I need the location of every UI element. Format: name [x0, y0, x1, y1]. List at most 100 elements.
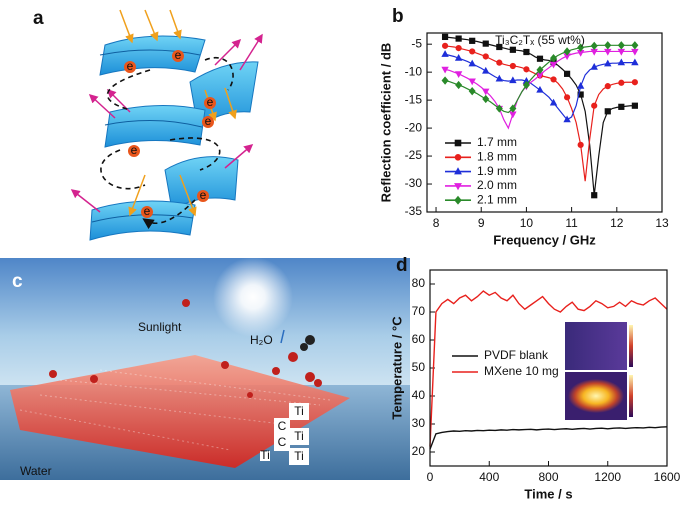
- marker: [509, 104, 517, 113]
- marker: [454, 71, 463, 78]
- atom-label: C: [278, 419, 287, 433]
- lattice: [10, 355, 350, 468]
- marker: [455, 35, 462, 42]
- marker: [454, 167, 462, 175]
- marker: [469, 37, 476, 44]
- x-tick-label: 10: [520, 216, 534, 230]
- marker: [617, 41, 625, 50]
- chart: 0 400 800 1200 1600 20 30 40 50 60 70 80 PVDF blank M…: [389, 269, 681, 501]
- electrons: e e e e e e e: [124, 48, 216, 218]
- label-water: Water: [20, 464, 52, 478]
- marker: [454, 139, 462, 147]
- marker: [563, 70, 571, 77]
- atom-label: Ti: [294, 449, 304, 463]
- marker: [550, 76, 557, 83]
- panel-label: d: [396, 255, 408, 276]
- marker: [455, 80, 463, 90]
- marker: [509, 111, 517, 119]
- electron-label: e: [200, 188, 207, 202]
- marker: [563, 47, 571, 56]
- marker: [468, 59, 476, 67]
- x-axis-label: Frequency / GHz: [493, 232, 596, 247]
- marker: [482, 88, 490, 96]
- marker: [468, 87, 476, 96]
- y-tick-label: -30: [405, 176, 423, 190]
- legend-label: MXene 10 mg: [484, 364, 559, 378]
- y-tick-label: -5: [411, 36, 422, 50]
- marker: [523, 66, 530, 73]
- marker: [536, 55, 544, 62]
- illustration-c: Sunlight H₂O Water Ti C Ti C Ti Ti: [0, 257, 410, 480]
- marker: [482, 40, 489, 47]
- marker: [631, 79, 638, 86]
- x-tick-label: 800: [538, 470, 558, 484]
- marker: [454, 195, 462, 205]
- marker: [455, 45, 462, 52]
- atom-label: Ti: [294, 404, 304, 418]
- marker: [631, 102, 638, 109]
- x-tick-label: 1200: [594, 470, 621, 484]
- series-line: [429, 426, 668, 450]
- marker: [577, 43, 585, 52]
- atom-label: C: [278, 435, 287, 449]
- y-tick-label: 30: [412, 416, 426, 430]
- colorbar-label: 75: [636, 369, 650, 383]
- marker: [618, 103, 625, 110]
- electron-label: e: [205, 114, 212, 128]
- x-tick-label: 12: [610, 216, 624, 230]
- marker: [523, 48, 530, 56]
- marker: [618, 79, 625, 86]
- marker: [482, 66, 490, 74]
- marker: [468, 78, 476, 86]
- marker: [563, 115, 571, 123]
- legend-label: 2.0 mm: [477, 178, 517, 192]
- marker: [590, 41, 598, 51]
- y-tick-label: 50: [412, 360, 426, 374]
- marker: [509, 46, 516, 53]
- marker: [604, 59, 612, 67]
- y-tick-label: -20: [405, 120, 423, 134]
- marker: [536, 65, 544, 75]
- marker: [454, 54, 463, 61]
- marker: [441, 66, 449, 74]
- marker: [441, 76, 449, 85]
- x-axis-label: Time / s: [524, 486, 572, 501]
- electron-label: e: [207, 95, 214, 109]
- marker: [536, 85, 544, 93]
- marker: [441, 42, 449, 49]
- x-tick-label: 1600: [654, 470, 681, 484]
- sheet-stack: [89, 35, 259, 241]
- y-tick-label: -15: [405, 92, 423, 106]
- plot-frame: [426, 32, 663, 213]
- marker: [577, 141, 584, 148]
- y-tick-label: -10: [405, 64, 423, 78]
- y-axis-label: Temperature / °C: [389, 316, 404, 420]
- electron-label: e: [131, 143, 138, 157]
- atom-labels: Ti C Ti C Ti Ti: [260, 403, 309, 465]
- marker: [509, 62, 516, 70]
- chart: 8 9 10 11 12 13 -35 -30 -25 -20 -15 -10 -5 1.7 mm1.8 …: [378, 32, 669, 247]
- electron-label: e: [175, 48, 182, 62]
- marker: [591, 102, 598, 109]
- marker: [550, 54, 558, 63]
- y-tick-label: 20: [412, 444, 426, 458]
- marker: [604, 41, 612, 50]
- y-tick-label: 60: [412, 332, 426, 346]
- x-tick-label: 8: [433, 216, 440, 230]
- legend-label: 2.1 mm: [477, 192, 517, 206]
- marker: [482, 94, 490, 104]
- marker: [522, 80, 530, 90]
- y-tick-label: -25: [405, 148, 423, 162]
- marker: [590, 62, 598, 70]
- y-axis-label: Reflection coefficient / dB: [378, 43, 393, 203]
- thermal-inset: 75 22 75 22: [565, 319, 650, 421]
- vapor-molecules: [49, 299, 322, 398]
- panel-label: a: [33, 8, 44, 29]
- marker: [509, 76, 517, 84]
- colorbar-label: 22: [636, 407, 650, 421]
- x-tick-label: 11: [565, 216, 578, 230]
- marker: [631, 58, 639, 66]
- marker: [576, 81, 585, 89]
- colorbar-label: 22: [636, 357, 650, 371]
